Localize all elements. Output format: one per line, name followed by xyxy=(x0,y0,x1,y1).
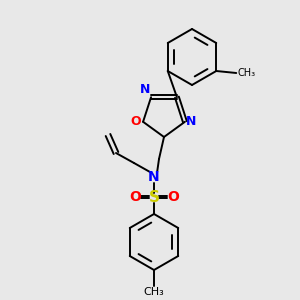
Text: CH₃: CH₃ xyxy=(144,287,164,297)
Text: N: N xyxy=(148,170,160,184)
Text: CH₃: CH₃ xyxy=(237,68,255,78)
Text: N: N xyxy=(140,83,150,96)
Text: O: O xyxy=(130,115,141,128)
Text: O: O xyxy=(167,190,179,204)
Text: O: O xyxy=(129,190,141,204)
Text: S: S xyxy=(148,190,160,205)
Text: N: N xyxy=(186,115,196,128)
